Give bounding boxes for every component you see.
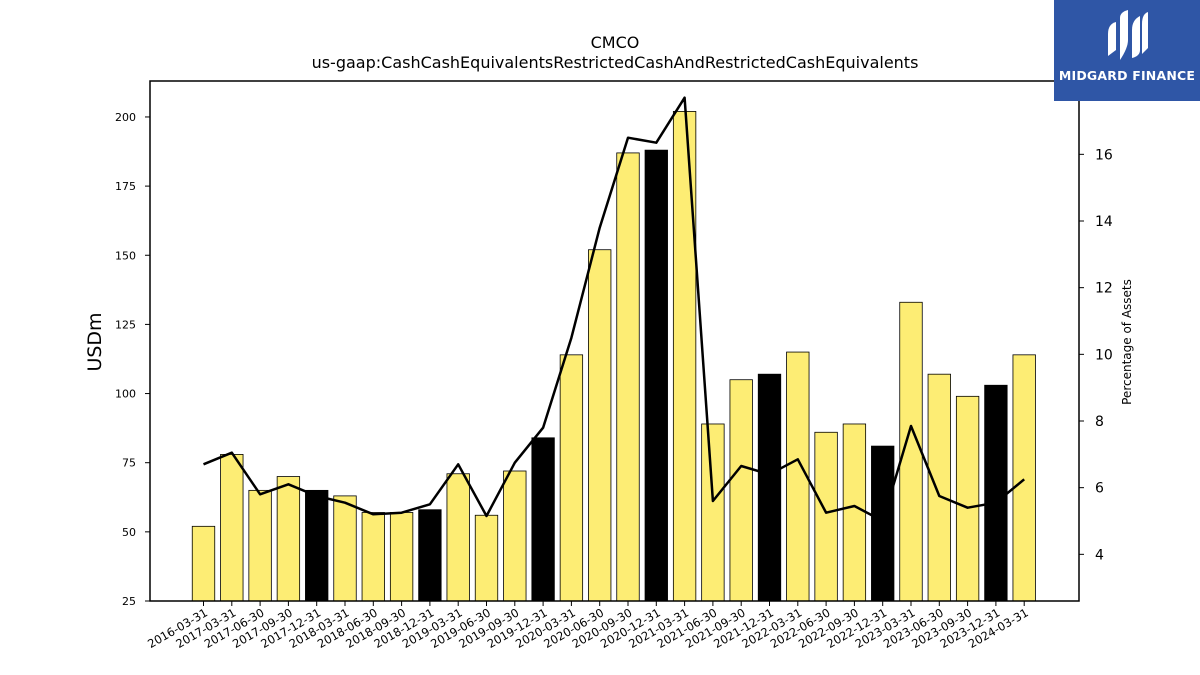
chart-subtitle: us-gaap:CashCashEquivalentsRestrictedCas…	[312, 53, 919, 72]
y-tick-label: 50	[122, 526, 136, 539]
bar	[871, 445, 895, 602]
line-group	[203, 96, 1025, 523]
y-tick-label: 25	[122, 595, 136, 608]
bar	[503, 470, 527, 602]
y2-tick-label: 8	[1095, 414, 1104, 430]
bar	[474, 514, 499, 602]
y-tick-label: 100	[115, 388, 136, 401]
bar	[814, 431, 838, 602]
bar	[191, 525, 216, 602]
bar	[644, 149, 668, 602]
y-tick-label: 175	[115, 180, 136, 193]
bar	[616, 152, 640, 602]
bar	[531, 437, 555, 602]
brand-logo: MIDGARD FINANCE	[1054, 0, 1200, 101]
y2-tick-label: 6	[1095, 481, 1104, 497]
bar	[333, 495, 357, 602]
y2-tick-label: 16	[1095, 147, 1113, 163]
bar	[220, 454, 244, 602]
bar	[559, 354, 584, 602]
y-tick-label: 125	[115, 318, 136, 331]
y2-axis-label: Percentage of Assets	[1120, 279, 1134, 405]
bar	[927, 373, 951, 602]
y2-tick-label: 10	[1095, 347, 1113, 363]
bar	[276, 476, 301, 602]
left-axis: 25 50 75 100 125 150 175 200	[115, 111, 150, 608]
logo-text: MIDGARD FINANCE	[1058, 68, 1196, 83]
bar	[588, 249, 612, 602]
bar	[361, 512, 385, 602]
logo-mark-icon	[1108, 10, 1148, 60]
bar	[955, 395, 980, 602]
x-axis: 2016-03-312017-03-312017-06-302017-09-30…	[145, 601, 1031, 651]
y-tick-label: 150	[115, 249, 136, 262]
bar	[248, 489, 272, 602]
right-axis: 4 6 8 10 12 14 16	[1079, 147, 1113, 563]
bar	[418, 509, 442, 602]
percentage-line	[203, 96, 1025, 523]
bar	[729, 379, 753, 602]
bars-group	[191, 111, 1036, 602]
bar	[672, 111, 697, 602]
plot-frame	[149, 80, 1080, 602]
bar	[842, 423, 867, 602]
bar	[984, 384, 1008, 602]
bar	[305, 489, 329, 602]
y2-tick-label: 14	[1095, 214, 1113, 230]
y2-tick-label: 12	[1095, 281, 1113, 297]
y-axis-label: USDm	[84, 312, 106, 371]
bar	[757, 373, 782, 602]
y-tick-label: 200	[115, 111, 136, 124]
bar	[701, 423, 725, 602]
y2-tick-label: 4	[1095, 547, 1104, 563]
bar	[1012, 354, 1036, 602]
chart-title: CMCO	[591, 33, 640, 52]
y-tick-label: 75	[122, 457, 136, 470]
bar	[446, 473, 470, 602]
bar	[389, 512, 414, 602]
